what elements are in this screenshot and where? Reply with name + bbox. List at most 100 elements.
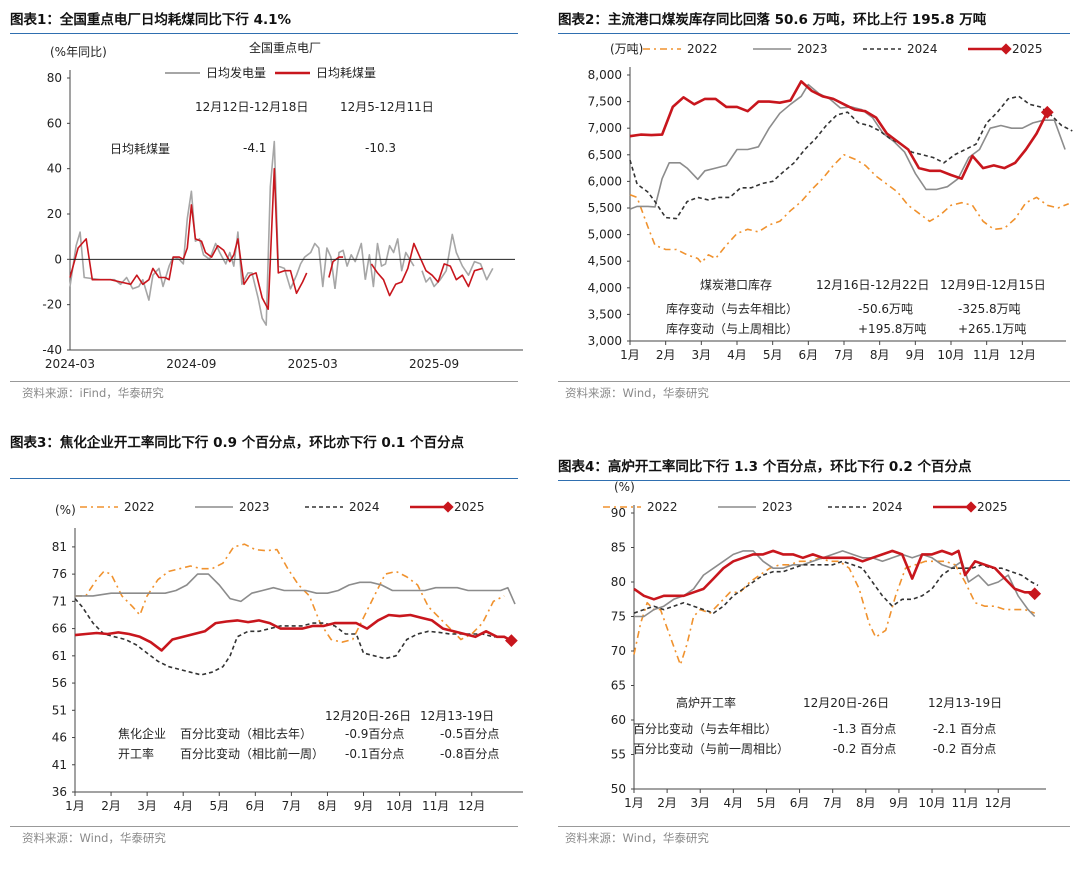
annotation-row-label: 日均耗煤量 [110,142,170,156]
chart2-source-rule [558,381,1070,382]
y-tick-label: -20 [42,298,62,312]
x-tick-label: 6月 [799,348,819,362]
x-tick-label: 5月 [209,799,229,813]
y-tick-label: 7,500 [588,95,622,109]
legend-label-2022: 2022 [124,500,155,514]
chart-title: 全国重点电厂 [249,40,321,55]
x-tick-label: 9月 [889,796,909,810]
annotation-title: 煤炭港口库存 [700,277,772,292]
series-line-2023 [75,573,516,605]
annotation-value: -1.3 百分点 [833,722,896,736]
y-axis-label: (%) [55,503,76,517]
y-tick-label: 7,000 [588,121,622,135]
y-tick-label: 60 [611,713,626,727]
chart1-source: 资料来源：iFind，华泰研究 [22,386,164,400]
series-end-marker-2025 [505,634,518,647]
annotation-title: 开工率 [118,746,154,761]
x-tick-label: 4月 [173,799,193,813]
legend-label-日均发电量: 日均发电量 [206,65,266,80]
x-tick-label: 1月 [620,348,640,362]
y-tick-label: 20 [47,207,62,221]
y-axis-label: (万吨) [610,42,643,56]
legend-label-2023: 2023 [239,500,270,514]
annotation-title: 高炉开工率 [676,695,736,710]
chart4-title-rule [558,480,1070,481]
chart3-source-rule [10,826,518,827]
x-tick-label: 10月 [386,799,413,813]
y-tick-label: 4,500 [588,254,622,268]
x-tick-label: 2月 [657,796,677,810]
y-tick-label: 71 [52,594,67,608]
y-tick-label: 80 [611,575,626,589]
annotation-header: 12月20日-26日 [325,709,411,723]
y-tick-label: 6,500 [588,148,622,162]
y-tick-label: 76 [52,567,67,581]
annotation-header: 12月13-19日 [928,696,1002,710]
chart2-source: 资料来源：Wind，华泰研究 [565,386,709,400]
annotation-value: -50.6万吨 [858,302,913,316]
y-tick-label: 61 [52,649,67,663]
series-line-日均发电量 [364,238,415,288]
y-tick-label: 51 [52,703,67,717]
x-tick-label: 11月 [952,796,979,810]
chart1-title: 图表1：全国重点电厂日均耗煤同比下行 4.1% [10,12,292,28]
chart1-source-rule [10,381,518,382]
y-tick-label: 6,000 [588,174,622,188]
y-tick-label: 80 [47,71,62,85]
series-line-2025 [633,549,1036,601]
legend-label-2024: 2024 [872,500,903,514]
y-tick-label: 41 [52,758,67,772]
x-tick-label: 2月 [656,348,676,362]
y-tick-label: 8,000 [588,68,622,82]
legend-label-2023: 2023 [797,42,828,56]
x-tick-label: 1月 [624,796,644,810]
x-tick-label: 6月 [246,799,266,813]
x-tick-label: 2024-03 [45,357,95,371]
series-line-2025 [74,613,513,652]
x-tick-label: 7月 [834,348,854,362]
x-tick-label: 3月 [137,799,157,813]
x-tick-label: 9月 [354,799,374,813]
annotation-value: -325.8万吨 [958,302,1021,316]
y-tick-label: 40 [47,162,62,176]
series-line-日均发电量 [421,233,494,288]
x-tick-label: 4月 [724,796,744,810]
y-tick-label: 4,000 [588,281,622,295]
chart1-svg: 80 60 40 20 0 -20 -40 (%年同比) 2024-03 2024-09 2025-… [42,40,523,371]
x-tick-label: 11月 [973,348,1000,362]
x-tick-label: 2月 [101,799,121,813]
annotation-row-label: 百分比变动（与去年相比） [633,721,777,736]
x-tick-label: 2025-03 [288,357,338,371]
annotation-value: +195.8万吨 [858,322,926,336]
annotation-header: 12月20日-26日 [803,696,889,710]
x-tick-label: 2024-09 [166,357,216,371]
legend-label-2025: 2025 [1012,42,1043,56]
x-tick-label: 10月 [937,348,964,362]
y-tick-label: 5,000 [588,228,622,242]
chart2-svg: 8,000 7,500 7,000 6,500 6,000 5,500 5,000 4,500… [588,42,1073,362]
chart3-title: 图表3：焦化企业开工率同比下行 0.9 个百分点，环比亦下行 0.1 个百分点 [10,435,465,451]
y-tick-label: 85 [611,541,626,555]
series-line-2022 [629,154,1069,264]
y-axis-label: (%年同比) [50,45,107,59]
x-tick-label: 3月 [690,796,710,810]
annotation-header: 12月16日-12月22日 [816,278,929,292]
chart3-svg: 81 76 71 66 61 56 51 46 41 36 (%) 1月 2月 3月 4月 5月 6月 7月 8月 9… [52,500,523,813]
y-tick-label: 60 [47,116,62,130]
x-tick-label: 1月 [65,799,85,813]
y-tick-label: 55 [611,748,626,762]
annotation-value: -0.2 百分点 [933,742,996,756]
y-tick-label: 3,500 [588,307,622,321]
x-tick-label: 12月 [1009,348,1036,362]
y-tick-label: 5,500 [588,201,622,215]
y-tick-label: 56 [52,676,67,690]
legend-label-日均耗煤量: 日均耗煤量 [316,66,376,80]
y-tick-label: 75 [611,610,626,624]
x-tick-label: 4月 [727,348,747,362]
annotation-value: -0.8百分点 [440,747,499,761]
x-tick-label: 10月 [918,796,945,810]
series-line-2023 [634,550,1036,618]
chart4-svg: 90 85 80 75 70 65 60 55 50 (%) 1月 2月 3月 4月 5月 6月 7月 8月 9月 1… [603,481,1046,810]
annotation-row-label: 百分比变动（与前一周相比） [633,741,789,756]
annotation-row-label: 百分比变动（相比去年） [180,726,312,741]
